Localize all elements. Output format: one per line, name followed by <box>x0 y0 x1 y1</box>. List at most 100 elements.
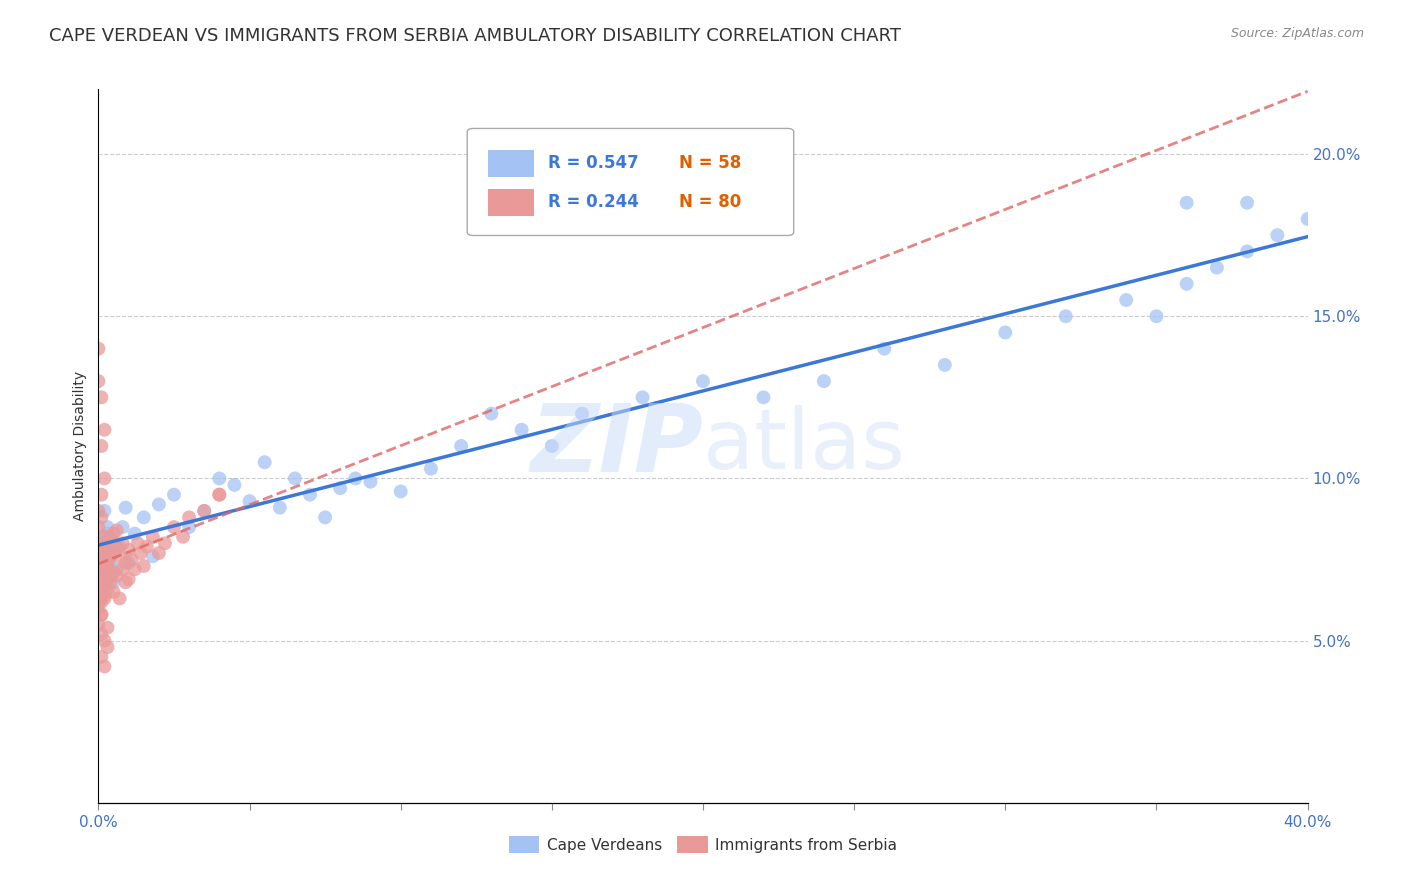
Point <box>90 575 112 590</box>
Point <box>208 488 231 502</box>
Point <box>90 607 112 622</box>
Point <box>193 504 215 518</box>
Point <box>90 488 112 502</box>
Point <box>360 475 382 489</box>
Point <box>129 546 152 560</box>
FancyBboxPatch shape <box>488 150 534 177</box>
Point <box>93 504 115 518</box>
Point <box>87 559 110 574</box>
Point <box>96 542 118 557</box>
Point <box>934 358 956 372</box>
Point <box>96 640 118 654</box>
Point <box>114 556 136 570</box>
Point <box>87 374 110 388</box>
Point <box>239 494 262 508</box>
Y-axis label: Ambulatory Disability: Ambulatory Disability <box>73 371 87 521</box>
Text: atlas: atlas <box>703 406 904 486</box>
FancyBboxPatch shape <box>467 128 793 235</box>
Point <box>103 546 125 560</box>
Point <box>163 488 186 502</box>
Point <box>1175 195 1198 210</box>
Point <box>1115 293 1137 307</box>
Point <box>873 342 896 356</box>
Point <box>121 552 143 566</box>
Point <box>93 633 115 648</box>
Point <box>90 552 112 566</box>
Point <box>118 556 141 570</box>
Point <box>90 510 112 524</box>
Point <box>105 524 128 538</box>
Point <box>93 423 115 437</box>
Point <box>93 542 115 557</box>
Point <box>179 510 201 524</box>
Point <box>127 536 149 550</box>
Point <box>87 568 110 582</box>
Point <box>96 572 118 586</box>
Text: R = 0.244: R = 0.244 <box>548 193 640 211</box>
Point <box>450 439 472 453</box>
Point <box>631 390 654 404</box>
Point <box>692 374 714 388</box>
Point <box>124 562 146 576</box>
Point <box>90 439 112 453</box>
Point <box>93 471 115 485</box>
Point <box>96 536 118 550</box>
Point <box>420 461 443 475</box>
Point <box>87 595 110 609</box>
Point <box>269 500 291 515</box>
FancyBboxPatch shape <box>488 189 534 216</box>
Legend: Cape Verdeans, Immigrants from Serbia: Cape Verdeans, Immigrants from Serbia <box>502 830 904 859</box>
Point <box>100 575 122 590</box>
Point <box>344 471 367 485</box>
Text: Source: ZipAtlas.com: Source: ZipAtlas.com <box>1230 27 1364 40</box>
Point <box>90 575 112 590</box>
Point <box>87 520 110 534</box>
Point <box>142 530 165 544</box>
Point <box>93 549 115 564</box>
Point <box>108 549 131 564</box>
Point <box>105 562 128 576</box>
Point <box>118 542 141 557</box>
Point <box>1175 277 1198 291</box>
Point <box>103 566 125 580</box>
Point <box>93 578 115 592</box>
Point <box>179 520 201 534</box>
Point <box>163 520 186 534</box>
Point <box>96 559 118 574</box>
Point <box>253 455 276 469</box>
Point <box>100 568 122 582</box>
Point <box>114 500 136 515</box>
Point <box>87 342 110 356</box>
Point <box>100 559 122 574</box>
Point <box>1206 260 1229 275</box>
Point <box>93 591 115 606</box>
Point <box>105 568 128 582</box>
Point <box>108 540 131 554</box>
Point <box>87 585 110 599</box>
Text: N = 80: N = 80 <box>679 193 741 211</box>
Point <box>135 540 157 554</box>
Point <box>100 530 122 544</box>
Point <box>299 488 322 502</box>
Point <box>481 407 503 421</box>
Point <box>571 407 593 421</box>
Point <box>87 562 110 576</box>
Point <box>1236 195 1258 210</box>
Point <box>90 536 112 550</box>
Point <box>111 562 134 576</box>
Point <box>1267 228 1289 243</box>
Point <box>1236 244 1258 259</box>
Point <box>142 549 165 564</box>
Point <box>96 585 118 599</box>
Point <box>148 497 170 511</box>
Point <box>111 536 134 550</box>
Point <box>389 484 412 499</box>
Point <box>103 526 125 541</box>
Point <box>284 471 307 485</box>
Point <box>124 526 146 541</box>
Point <box>93 568 115 582</box>
Point <box>87 617 110 632</box>
Point <box>103 585 125 599</box>
Point <box>87 504 110 518</box>
Point <box>90 607 112 622</box>
